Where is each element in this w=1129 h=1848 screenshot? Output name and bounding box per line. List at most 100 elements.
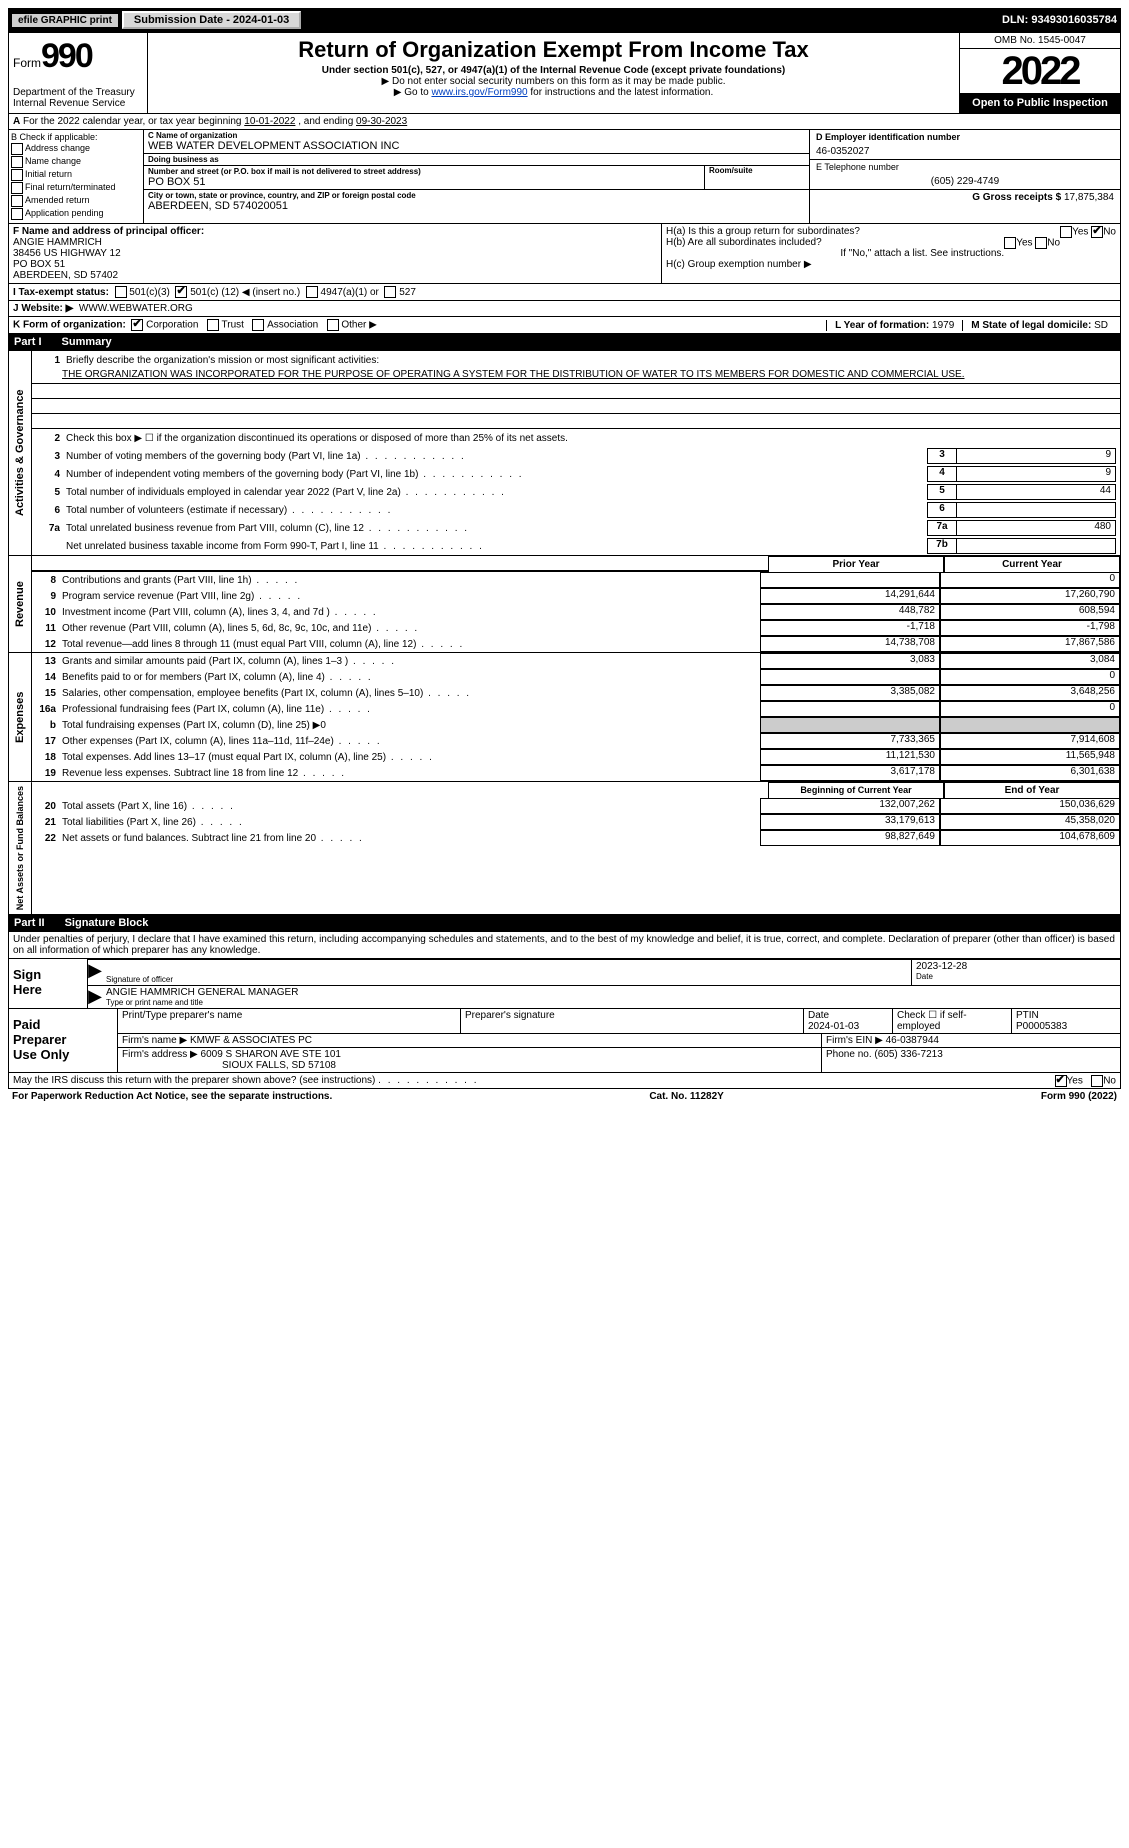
table-row: 13Grants and similar amounts paid (Part … bbox=[32, 653, 1120, 669]
ein-value: 46-0352027 bbox=[816, 142, 1114, 157]
mission-blank-2 bbox=[32, 399, 1120, 414]
header-left: Form 990 Department of the Treasury Inte… bbox=[9, 33, 148, 113]
org-name-label: C Name of organization bbox=[148, 131, 805, 140]
table-row: 15Salaries, other compensation, employee… bbox=[32, 685, 1120, 701]
hb-yes-cbx[interactable] bbox=[1004, 237, 1016, 249]
hb-no-cbx[interactable] bbox=[1035, 237, 1047, 249]
side-label-netassets: Net Assets or Fund Balances bbox=[9, 782, 32, 914]
expenses-section: Expenses 13Grants and similar amounts pa… bbox=[8, 653, 1121, 782]
open-to-public: Open to Public Inspection bbox=[960, 93, 1120, 113]
table-row: 16aProfessional fundraising fees (Part I… bbox=[32, 701, 1120, 717]
mission-blank-3 bbox=[32, 414, 1120, 428]
efile-badge: efile GRAPHIC print bbox=[12, 14, 118, 27]
table-row: 9Program service revenue (Part VIII, lin… bbox=[32, 588, 1120, 604]
end-year-hdr: End of Year bbox=[944, 782, 1120, 798]
perjury-declaration: Under penalties of perjury, I declare th… bbox=[9, 932, 1120, 958]
table-row: 22Net assets or fund balances. Subtract … bbox=[32, 830, 1120, 846]
table-row: 18Total expenses. Add lines 13–17 (must … bbox=[32, 749, 1120, 765]
summary-line: 4Number of independent voting members of… bbox=[32, 465, 1120, 483]
revenue-section: Revenue Prior Year Current Year 8Contrib… bbox=[8, 556, 1121, 653]
paid-preparer-label: Paid Preparer Use Only bbox=[9, 1009, 118, 1072]
501c-cbx[interactable] bbox=[175, 286, 187, 298]
website-value: WWW.WEBWATER.ORG bbox=[79, 303, 193, 314]
date-label: Date bbox=[916, 972, 1116, 981]
form-header: Form 990 Department of the Treasury Inte… bbox=[8, 32, 1121, 114]
suite-label: Room/suite bbox=[709, 166, 809, 175]
line-a: A For the 2022 calendar year, or tax yea… bbox=[8, 114, 1121, 130]
form-990-num: 990 bbox=[41, 37, 92, 76]
table-row: 11Other revenue (Part VIII, column (A), … bbox=[32, 620, 1120, 636]
corp-cbx[interactable] bbox=[131, 319, 143, 331]
submission-date-button[interactable]: Submission Date - 2024-01-03 bbox=[122, 11, 301, 29]
group-return: H(a) Is this a group return for subordin… bbox=[662, 224, 1120, 283]
initial-return-cbx[interactable] bbox=[11, 169, 23, 181]
trust-cbx[interactable] bbox=[207, 319, 219, 331]
city-label: City or town, state or province, country… bbox=[148, 191, 805, 200]
dln-text: DLN: 93493016035784 bbox=[1002, 14, 1117, 26]
address-change-cbx[interactable] bbox=[11, 143, 23, 155]
header-mid: Return of Organization Exempt From Incom… bbox=[148, 33, 959, 113]
summary-line: 5Total number of individuals employed in… bbox=[32, 483, 1120, 501]
gross-value: 17,875,384 bbox=[1064, 192, 1114, 203]
header-right: OMB No. 1545-0047 2022 Open to Public In… bbox=[959, 33, 1120, 113]
part-i-header: Part I Summary bbox=[8, 334, 1121, 350]
summary-line: 6Total number of volunteers (estimate if… bbox=[32, 501, 1120, 519]
principal-officer: F Name and address of principal officer:… bbox=[9, 224, 662, 283]
discuss-no-cbx[interactable] bbox=[1091, 1075, 1103, 1087]
form-subtitle: Under section 501(c), 527, or 4947(a)(1)… bbox=[156, 65, 951, 76]
name-change-cbx[interactable] bbox=[11, 156, 23, 168]
ha-no-cbx[interactable] bbox=[1091, 226, 1103, 238]
ha-yes-cbx[interactable] bbox=[1060, 226, 1072, 238]
table-row: 10Investment income (Part VIII, column (… bbox=[32, 604, 1120, 620]
side-label-governance: Activities & Governance bbox=[9, 351, 32, 555]
summary-line: Net unrelated business taxable income fr… bbox=[32, 537, 1120, 555]
beginning-year-hdr: Beginning of Current Year bbox=[768, 782, 944, 798]
form-ref: Form 990 (2022) bbox=[1041, 1091, 1117, 1102]
sig-officer-label: Signature of officer bbox=[106, 975, 907, 984]
application-pending-cbx[interactable] bbox=[11, 208, 23, 220]
col-c: C Name of organization WEB WATER DEVELOP… bbox=[144, 130, 809, 223]
side-label-expenses: Expenses bbox=[9, 653, 32, 781]
527-cbx[interactable] bbox=[384, 286, 396, 298]
omb-number: OMB No. 1545-0047 bbox=[960, 33, 1120, 49]
table-row: 17Other expenses (Part IX, column (A), l… bbox=[32, 733, 1120, 749]
officer-name-title: ANGIE HAMMRICH GENERAL MANAGER bbox=[106, 987, 1116, 998]
final-return-cbx[interactable] bbox=[11, 182, 23, 194]
line1-label: Briefly describe the organization's miss… bbox=[66, 355, 1116, 366]
ssn-note: ▶ Do not enter social security numbers o… bbox=[156, 76, 951, 87]
table-row: 19Revenue less expenses. Subtract line 1… bbox=[32, 765, 1120, 781]
prior-year-hdr: Prior Year bbox=[768, 556, 944, 572]
table-row: 20Total assets (Part X, line 16)132,007,… bbox=[32, 798, 1120, 814]
amended-return-cbx[interactable] bbox=[11, 195, 23, 207]
dept-treasury: Department of the Treasury Internal Reve… bbox=[13, 87, 143, 109]
table-row: bTotal fundraising expenses (Part IX, co… bbox=[32, 717, 1120, 733]
sign-here-label: SignHere bbox=[9, 959, 88, 1008]
mission-text: THE ORGRANIZATION WAS INCORPORATED FOR T… bbox=[32, 369, 1120, 384]
net-assets-section: Net Assets or Fund Balances Beginning of… bbox=[8, 782, 1121, 915]
other-cbx[interactable] bbox=[327, 319, 339, 331]
side-label-revenue: Revenue bbox=[9, 556, 32, 652]
street-value: PO BOX 51 bbox=[148, 176, 700, 188]
assoc-cbx[interactable] bbox=[252, 319, 264, 331]
row-j: J Website: ▶ WWW.WEBWATER.ORG bbox=[8, 301, 1121, 317]
top-bar: efile GRAPHIC print Submission Date - 20… bbox=[8, 8, 1121, 32]
signature-block: Under penalties of perjury, I declare th… bbox=[8, 931, 1121, 1089]
cat-no: Cat. No. 11282Y bbox=[649, 1091, 723, 1102]
irs-link[interactable]: www.irs.gov/Form990 bbox=[431, 87, 527, 98]
line2-text: Check this box ▶ ☐ if the organization d… bbox=[66, 433, 1116, 444]
part-ii-header: Part II Signature Block bbox=[8, 915, 1121, 931]
gross-label: G Gross receipts $ bbox=[972, 192, 1064, 203]
pra-notice: For Paperwork Reduction Act Notice, see … bbox=[12, 1091, 332, 1102]
street-label: Number and street (or P.O. box if mail i… bbox=[148, 167, 700, 176]
form-word: Form bbox=[13, 56, 41, 70]
type-name-label: Type or print name and title bbox=[106, 998, 1116, 1007]
goto-line: ▶ Go to www.irs.gov/Form990 for instruct… bbox=[156, 87, 951, 98]
501c3-cbx[interactable] bbox=[115, 286, 127, 298]
col-de: D Employer identification number 46-0352… bbox=[809, 130, 1120, 223]
ein-label: D Employer identification number bbox=[816, 132, 1114, 142]
4947-cbx[interactable] bbox=[306, 286, 318, 298]
discuss-yes-cbx[interactable] bbox=[1055, 1075, 1067, 1087]
form-title: Return of Organization Exempt From Incom… bbox=[156, 37, 951, 63]
col-b-checkboxes: B Check if applicable: Address change Na… bbox=[9, 130, 144, 223]
table-row: 12Total revenue—add lines 8 through 11 (… bbox=[32, 636, 1120, 652]
